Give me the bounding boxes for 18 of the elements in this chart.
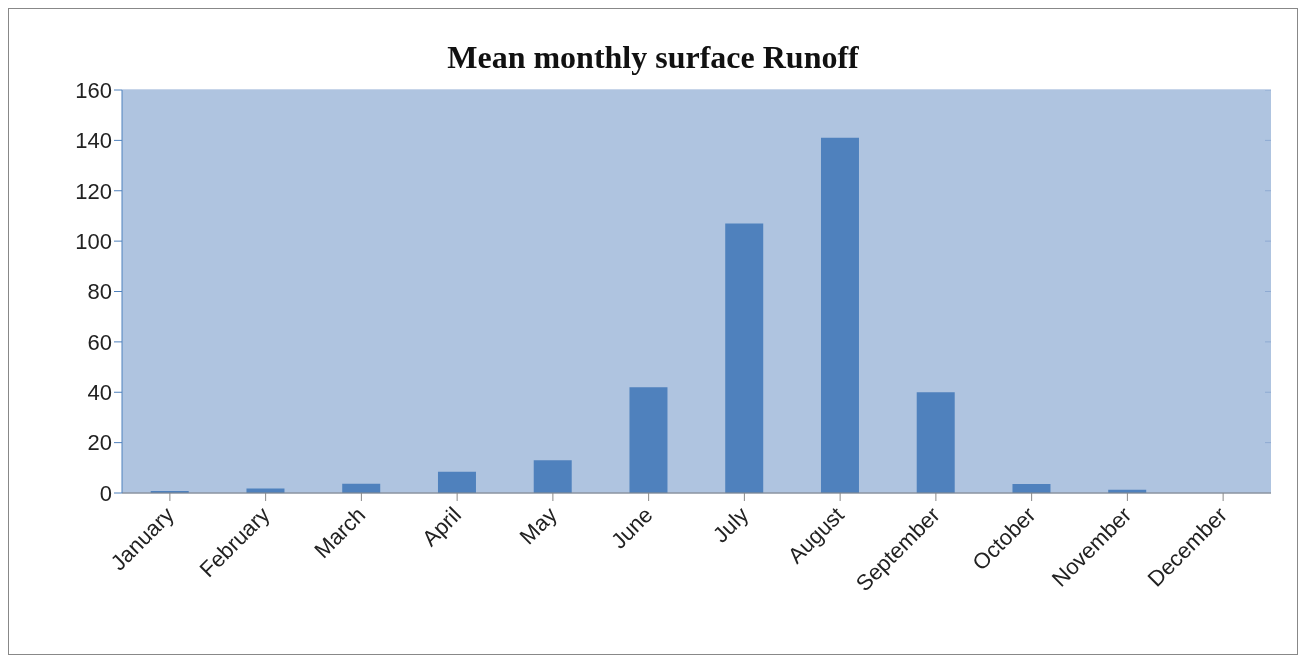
- chart-title: Mean monthly surface Runoff: [446, 39, 860, 76]
- y-tick-label: 0: [99, 480, 112, 506]
- bar: [916, 392, 955, 493]
- y-tick-label: 160: [75, 77, 112, 103]
- x-tick-label: July: [707, 502, 754, 548]
- x-tick-label: May: [514, 502, 562, 550]
- bar: [629, 387, 668, 493]
- bar: [437, 471, 476, 493]
- y-tick-label: 40: [87, 380, 112, 406]
- y-tick-label: 20: [87, 430, 112, 456]
- bar: [725, 223, 764, 493]
- y-tick-label: 80: [87, 279, 112, 305]
- y-tick-label: 60: [87, 329, 112, 355]
- y-tick-label: 100: [75, 228, 112, 254]
- bar: [820, 137, 859, 493]
- y-tick-label: 140: [75, 128, 112, 154]
- bar: [533, 460, 572, 493]
- y-tick-label: 120: [75, 178, 112, 204]
